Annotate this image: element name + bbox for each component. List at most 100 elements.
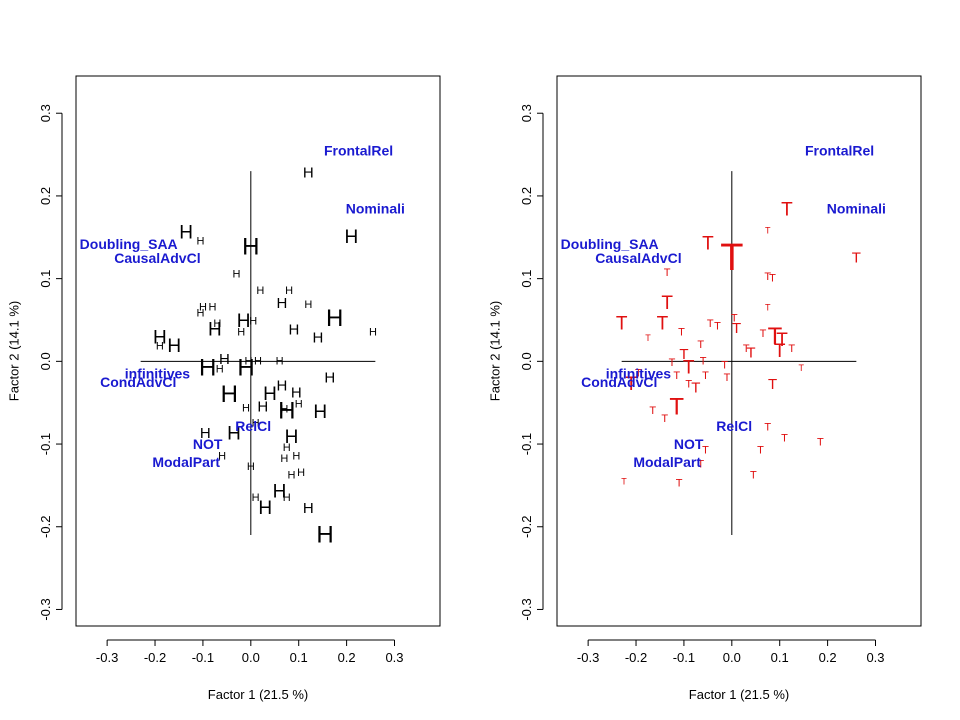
x-tick-label: 0.0	[723, 650, 741, 665]
data-point-h: H	[278, 397, 295, 424]
y-tick-label: -0.2	[38, 516, 53, 538]
data-point-t: T	[697, 339, 704, 351]
data-point-h: H	[326, 305, 343, 332]
data-point-h: H	[263, 384, 277, 405]
data-point-h: H	[316, 522, 333, 549]
data-point-t: T	[657, 314, 669, 335]
data-point-t: T	[664, 267, 671, 279]
data-point-h: H	[276, 355, 284, 367]
variable-label: CondAdvCl	[581, 374, 657, 390]
data-point-h: H	[247, 461, 255, 473]
variable-label: Doubling_SAA	[80, 236, 178, 252]
data-point-t: T	[616, 314, 628, 335]
data-point-h: H	[292, 450, 300, 462]
data-point-t: T	[768, 376, 777, 393]
data-point-h: H	[232, 268, 240, 280]
data-point-h: H	[197, 307, 205, 319]
y-tick-label: 0.3	[519, 104, 534, 122]
data-point-h: H	[369, 326, 377, 338]
data-point-h: H	[237, 311, 251, 332]
data-point-t: T	[781, 432, 788, 444]
data-point-t: T	[720, 237, 743, 279]
left-panel: -0.3 -0.2 -0.1 0.0 0.1 0.2 0.3 -0.3 -0.2 -0.1 0.0 0…	[7, 75, 441, 702]
y-tick-label: 0.3	[38, 104, 53, 122]
x-tick-label: -0.2	[144, 650, 166, 665]
data-point-h: H	[199, 302, 207, 314]
data-point-h: H	[273, 482, 287, 503]
y-tick-label: -0.2	[519, 516, 534, 538]
data-point-t: T	[764, 271, 771, 283]
x-axis-title: Factor 1 (21.5 %)	[689, 687, 789, 702]
data-point-h: H	[221, 381, 238, 408]
data-point-t: T	[700, 355, 707, 367]
data-point-t: T	[702, 233, 714, 254]
x-tick-label: -0.3	[96, 650, 118, 665]
data-point-h: H	[153, 328, 167, 349]
data-point-h: H	[288, 321, 299, 338]
data-point-h: H	[219, 351, 230, 368]
data-point-h: H	[303, 164, 314, 181]
x-tick-label: 0.3	[866, 650, 884, 665]
x-tick-label: -0.1	[192, 650, 214, 665]
data-point-h: H	[199, 354, 216, 381]
variable-label: infinitives	[606, 366, 672, 382]
data-point-h: H	[197, 235, 205, 247]
data-point-t: T	[649, 405, 656, 417]
y-tick-label: -0.1	[519, 433, 534, 455]
data-point-h: H	[288, 469, 296, 481]
data-point-h: H	[209, 302, 217, 314]
data-point-h: H	[218, 450, 226, 462]
plot-frame	[75, 75, 441, 627]
data-point-h: H	[156, 340, 164, 352]
y-tick-label: 0.2	[38, 187, 53, 205]
variable-label: FrontalRel	[805, 142, 874, 158]
y-tick-label: 0.0	[519, 352, 534, 370]
x-tick-label: -0.1	[673, 650, 695, 665]
data-point-h: H	[280, 403, 288, 415]
data-point-h: H	[283, 492, 291, 504]
y-tick-label: -0.3	[38, 598, 53, 620]
data-point-t: T	[769, 273, 776, 285]
data-point-h: H	[244, 355, 252, 367]
data-point-h: H	[312, 330, 323, 347]
y-tick-label: -0.3	[519, 598, 534, 620]
data-point-t: T	[774, 341, 786, 362]
data-point-h: H	[254, 355, 262, 367]
data-point-h: H	[297, 467, 305, 479]
data-point-t: T	[669, 357, 676, 369]
data-point-t: T	[721, 359, 728, 371]
data-point-t: T	[679, 346, 688, 363]
y-tick-label: 0.0	[38, 352, 53, 370]
data-point-t: T	[781, 199, 793, 220]
variable-label: CausalAdvCl	[114, 250, 200, 266]
x-tick-label: 0.1	[771, 650, 789, 665]
x-axis-title: Factor 1 (21.5 %)	[208, 687, 308, 702]
data-point-h: H	[242, 402, 250, 414]
data-point-h: H	[213, 318, 221, 330]
variable-label: NOT	[193, 436, 223, 452]
x-tick-label: 0.1	[290, 650, 308, 665]
data-point-h: H	[242, 234, 259, 261]
data-point-t: T	[760, 328, 767, 340]
data-point-t: T	[661, 293, 673, 314]
data-point-t: T	[743, 343, 750, 355]
data-point-h: H	[200, 425, 211, 442]
data-point-h: H	[237, 354, 254, 381]
data-point-h: H	[252, 417, 260, 429]
data-point-t: T	[625, 374, 637, 395]
data-point-t: T	[621, 476, 627, 486]
data-point-t: T	[635, 368, 642, 380]
data-point-t: T	[788, 343, 795, 355]
data-point-h: H	[285, 285, 293, 297]
data-point-h: H	[291, 384, 302, 401]
data-point-t: T	[724, 372, 731, 384]
data-point-h: H	[280, 453, 288, 465]
data-point-h: H	[167, 336, 181, 357]
data-point-h: H	[227, 424, 241, 445]
data-point-t: T	[676, 478, 683, 490]
variable-label: FrontalRel	[324, 142, 393, 158]
data-point-t: T	[765, 303, 771, 313]
y-axis-title: Factor 2 (14.1 %)	[7, 301, 22, 401]
